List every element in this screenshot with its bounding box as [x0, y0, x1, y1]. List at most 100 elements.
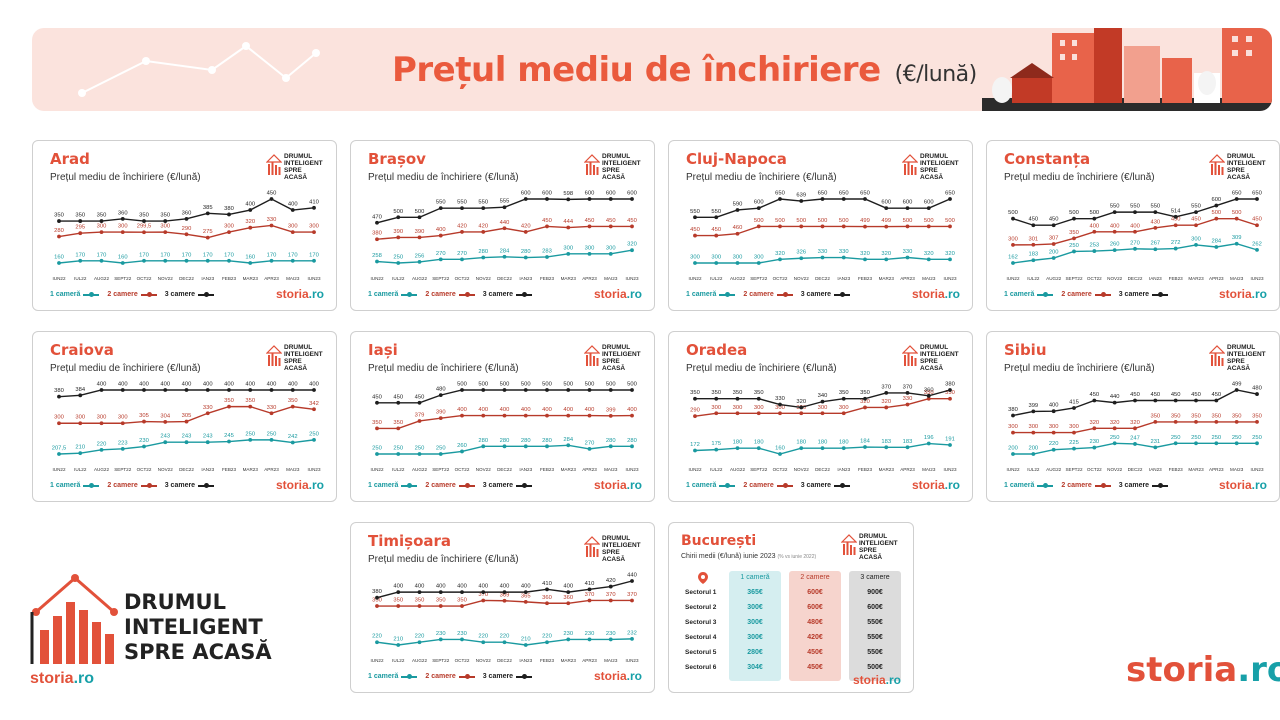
data-point — [438, 604, 443, 608]
data-label: 300 — [224, 224, 234, 230]
legend-swatch — [198, 291, 215, 297]
legend-swatch — [140, 291, 157, 297]
house-chart-logo-icon — [30, 574, 118, 664]
x-tick-label: FEB23 — [1169, 467, 1183, 472]
data-point — [1255, 419, 1259, 424]
data-label: 450 — [1049, 217, 1059, 223]
data-point — [545, 640, 549, 645]
chart-subtitle: Prețul mediu de închiriere (€/lună) — [686, 363, 837, 374]
data-label: 180 — [754, 440, 764, 446]
brand-line3: SPRE ACASĂ — [124, 640, 272, 664]
data-label: 300 — [1008, 236, 1018, 242]
data-point — [630, 388, 634, 392]
legend-swatch — [458, 291, 475, 297]
legend-swatch — [719, 482, 736, 488]
data-label: 220 — [542, 634, 552, 640]
data-point — [375, 640, 379, 645]
col-bg-2 — [789, 571, 841, 681]
x-tick-label: MAI23 — [922, 467, 936, 472]
data-point — [1234, 441, 1239, 446]
data-label: 399 — [606, 407, 616, 413]
data-point — [184, 388, 189, 392]
data-point — [756, 411, 761, 416]
data-point — [142, 230, 146, 235]
data-point — [1031, 258, 1036, 263]
data-label: 400 — [309, 382, 319, 388]
legend-item-1: 1 cameră — [1004, 291, 1054, 298]
data-point — [438, 233, 443, 238]
data-label: 170 — [203, 252, 213, 258]
data-label: 262 — [1252, 241, 1262, 247]
data-label: 400 — [1089, 223, 1099, 229]
data-point — [142, 419, 146, 424]
storia-ro: .ro — [308, 478, 324, 492]
x-tick-label: IUN22 — [1006, 467, 1019, 472]
data-label: 400 — [627, 407, 637, 413]
data-label: 350 — [690, 390, 700, 396]
data-label: 650 — [1232, 191, 1242, 197]
x-tick-label: NOV22 — [476, 276, 492, 281]
data-label: 380 — [372, 231, 382, 237]
data-label: 450 — [585, 218, 595, 224]
storia-ro: .ro — [626, 478, 642, 492]
data-label: 300 — [118, 415, 128, 421]
data-label: 309 — [1232, 235, 1242, 241]
data-label: 300 — [585, 245, 595, 251]
data-label: 410 — [309, 199, 319, 205]
data-label: 170 — [224, 252, 234, 258]
data-point — [78, 231, 83, 236]
data-point — [778, 197, 782, 201]
data-point — [312, 258, 316, 263]
legend-label: 2 camere — [743, 291, 774, 298]
data-label: 420 — [478, 223, 488, 229]
data-label: 307 — [1049, 235, 1059, 241]
data-label: 650 — [945, 191, 955, 197]
data-point — [1112, 210, 1117, 215]
data-point — [863, 197, 867, 201]
data-point — [227, 439, 231, 444]
x-tick-label: AUG22 — [412, 658, 428, 663]
logo-line3: SPRE ACASĂ — [920, 167, 944, 181]
data-label: 230 — [139, 438, 149, 444]
price-cell: 365€ — [747, 589, 763, 596]
data-label: 600 — [627, 191, 637, 197]
data-point — [184, 216, 189, 221]
x-tick-label: AUG22 — [94, 467, 110, 472]
x-tick-label: OCT22 — [773, 467, 788, 472]
data-label: 284 — [500, 248, 510, 254]
legend-label: 3 camere — [164, 482, 196, 489]
data-point — [481, 388, 486, 392]
x-tick-label: APR23 — [582, 467, 597, 472]
x-tick-label: IUN22 — [688, 467, 701, 472]
data-label: 280 — [542, 438, 552, 444]
data-label: 600 — [881, 200, 891, 206]
legend-item-1: 1 cameră — [368, 673, 418, 680]
data-label: 370 — [585, 592, 595, 598]
data-label: 400 — [436, 584, 446, 590]
x-tick-label: MAR23 — [561, 276, 577, 281]
data-point — [481, 640, 486, 645]
storia-word: storia — [593, 478, 627, 492]
data-label: 330 — [775, 396, 785, 402]
data-point — [375, 237, 379, 242]
logo-line1: DRUMUL — [284, 344, 313, 351]
data-label: 250 — [372, 446, 382, 452]
data-point — [375, 595, 379, 600]
data-label: 350 — [839, 390, 849, 396]
data-point — [417, 400, 422, 405]
data-point — [1112, 400, 1117, 405]
data-point — [184, 440, 189, 445]
data-label: 230 — [585, 631, 595, 637]
data-label: 360 — [182, 210, 192, 216]
data-label: 300 — [733, 405, 743, 411]
data-label: 400 — [224, 382, 234, 388]
house-bars-icon — [266, 154, 282, 175]
x-tick-label: MAI23 — [604, 658, 618, 663]
city-skyline-illustration — [982, 28, 1272, 111]
storia-ro: .ro — [626, 669, 642, 683]
data-point — [608, 388, 613, 392]
x-tick-label: IUN22 — [370, 658, 383, 663]
data-point — [1092, 398, 1097, 403]
x-tick-label: OCT22 — [455, 276, 470, 281]
data-label: 350 — [754, 390, 764, 396]
